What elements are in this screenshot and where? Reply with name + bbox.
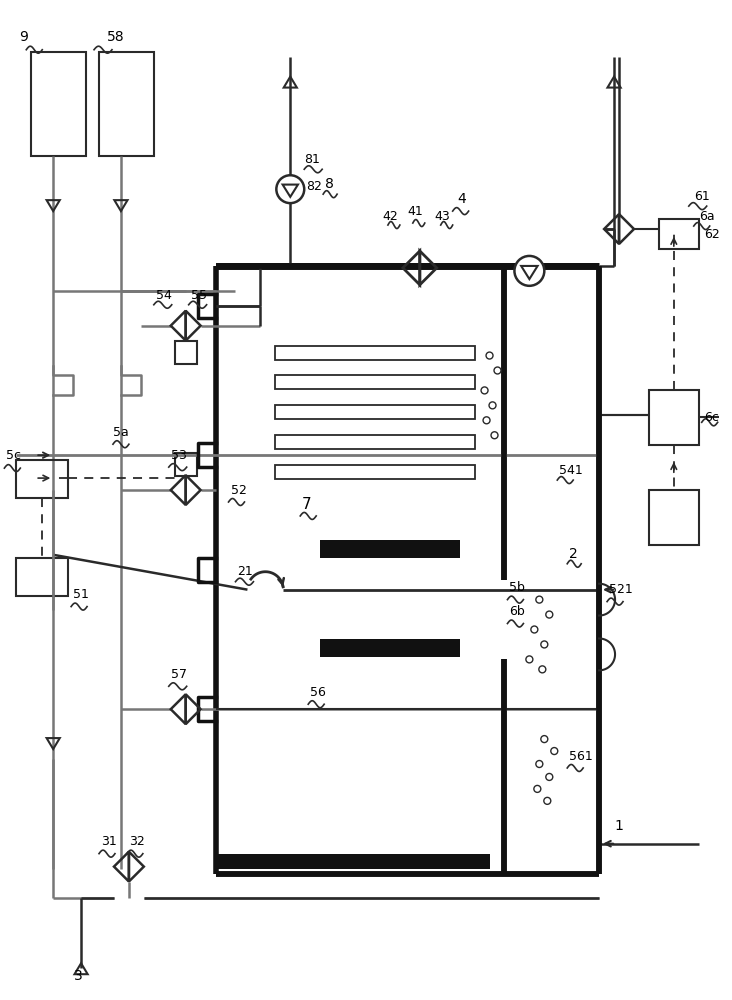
Text: 3: 3 <box>74 969 83 983</box>
Bar <box>649 390 699 445</box>
Text: 43: 43 <box>435 210 451 223</box>
Bar <box>320 540 460 558</box>
Text: 61: 61 <box>694 190 709 203</box>
Circle shape <box>277 175 305 203</box>
Text: 5c: 5c <box>7 449 21 462</box>
Bar <box>649 490 699 545</box>
Text: 81: 81 <box>305 153 320 166</box>
Text: 6b: 6b <box>509 605 525 618</box>
Bar <box>320 639 460 657</box>
Text: 58: 58 <box>107 30 124 44</box>
Bar <box>99 52 154 156</box>
Bar <box>175 341 197 364</box>
Bar <box>16 558 68 596</box>
Bar <box>175 453 197 476</box>
Text: 52: 52 <box>231 484 247 497</box>
Text: 7: 7 <box>302 497 312 512</box>
Text: 55: 55 <box>190 289 206 302</box>
Bar <box>275 346 474 360</box>
Text: 521: 521 <box>609 583 633 596</box>
Bar <box>659 219 699 249</box>
Text: 56: 56 <box>310 686 326 699</box>
Text: 53: 53 <box>171 449 187 462</box>
Bar <box>16 460 68 498</box>
Circle shape <box>515 256 545 286</box>
Bar <box>31 52 86 156</box>
Text: 57: 57 <box>171 668 187 681</box>
Text: 42: 42 <box>382 210 397 223</box>
Text: 54: 54 <box>156 289 172 302</box>
Text: 41: 41 <box>407 205 422 218</box>
Text: 31: 31 <box>101 835 117 848</box>
Text: 6c: 6c <box>703 411 719 424</box>
Text: 4: 4 <box>458 192 466 206</box>
Text: 5b: 5b <box>509 581 526 594</box>
Bar <box>275 375 474 389</box>
Text: 2: 2 <box>569 547 578 561</box>
Bar <box>275 465 474 479</box>
Text: 9: 9 <box>19 30 28 44</box>
Text: 21: 21 <box>237 565 253 578</box>
Text: 82: 82 <box>306 180 322 193</box>
Text: 6a: 6a <box>699 210 714 223</box>
Text: 51: 51 <box>73 588 89 601</box>
Text: 561: 561 <box>569 750 593 763</box>
Text: 1: 1 <box>614 819 623 833</box>
Bar <box>275 405 474 419</box>
Bar <box>215 854 490 869</box>
Text: 5a: 5a <box>113 426 129 439</box>
Text: 8: 8 <box>325 177 334 191</box>
Text: 541: 541 <box>559 464 583 477</box>
Text: 62: 62 <box>703 228 720 241</box>
Text: 32: 32 <box>129 835 145 848</box>
Bar <box>275 435 474 449</box>
